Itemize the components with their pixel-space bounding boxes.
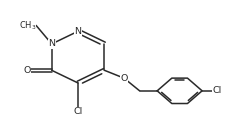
Text: Cl: Cl — [74, 107, 83, 116]
Text: Cl: Cl — [213, 86, 222, 95]
Text: O: O — [24, 66, 31, 75]
Text: CH$_3$: CH$_3$ — [18, 19, 36, 32]
Text: O: O — [120, 74, 128, 83]
Text: N: N — [48, 40, 55, 48]
Text: N: N — [75, 27, 82, 36]
